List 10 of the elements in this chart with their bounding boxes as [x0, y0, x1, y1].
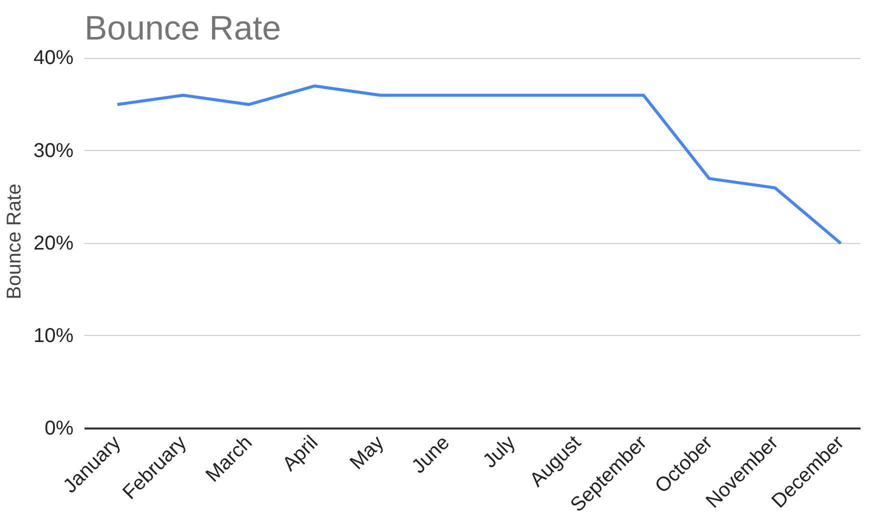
y-tick-label: 40% — [33, 47, 74, 70]
line-series — [116, 84, 842, 245]
y-tick-label: 30% — [33, 140, 74, 162]
y-tick-label: 20% — [33, 232, 74, 254]
x-tick-label: May — [346, 432, 388, 474]
y-tick-label: 0% — [44, 418, 74, 440]
chart-title: Bounce Rate — [84, 10, 282, 48]
x-tick-label: July — [479, 432, 520, 472]
y-tick-label: 10% — [33, 324, 74, 347]
y-axis-title: Bounce Rate — [3, 184, 26, 300]
